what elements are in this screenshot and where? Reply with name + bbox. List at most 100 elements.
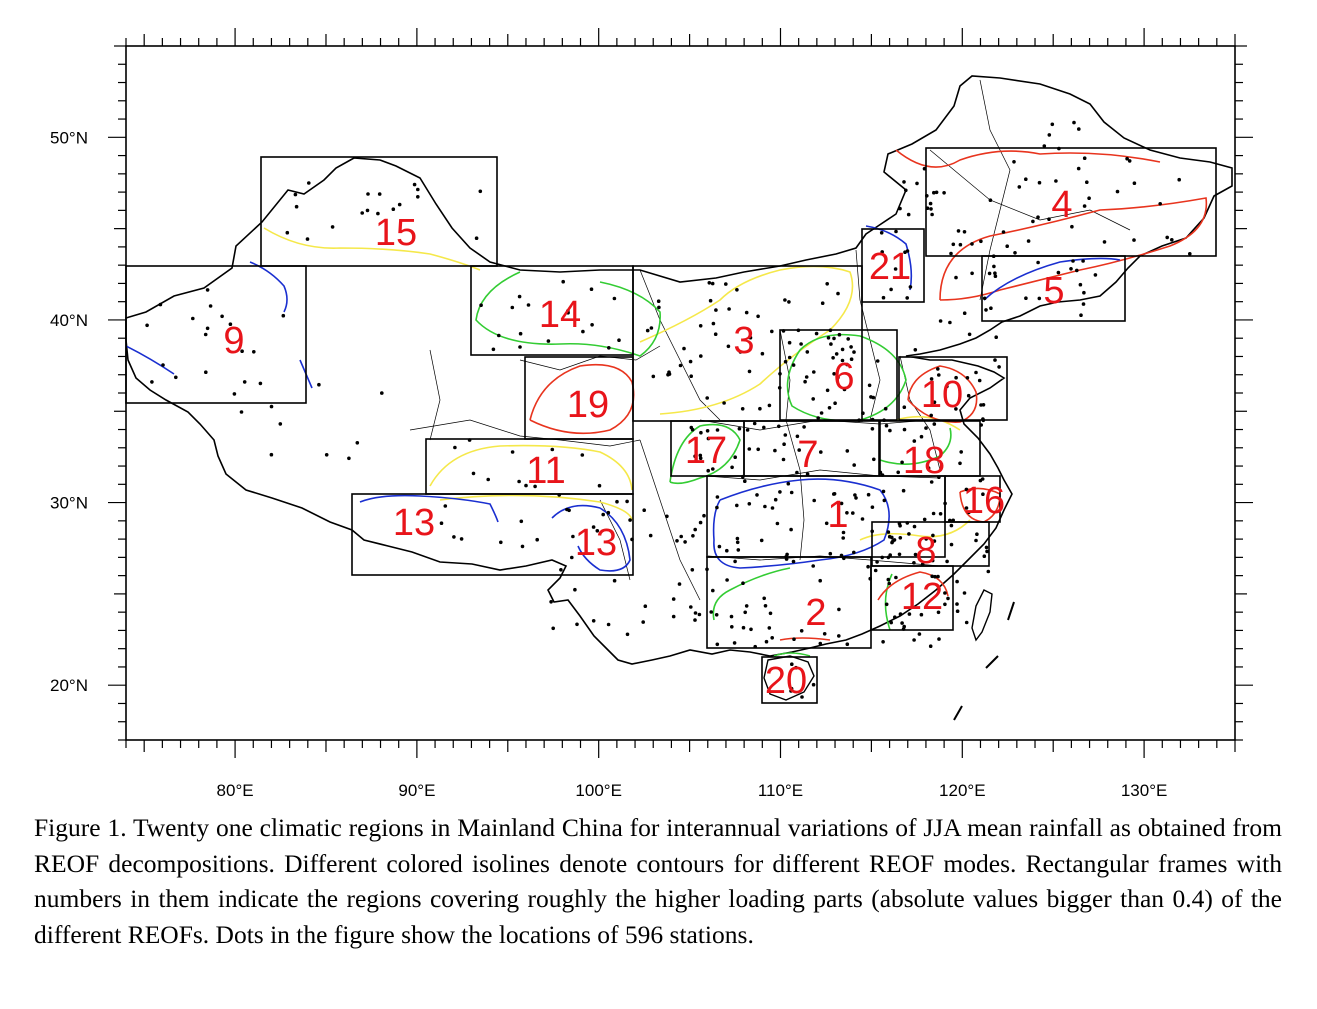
station-dot xyxy=(899,275,903,280)
station-dot xyxy=(930,558,935,563)
station-dot xyxy=(1071,259,1075,263)
station-dot xyxy=(880,473,885,477)
station-dot xyxy=(707,281,712,285)
station-dot xyxy=(997,365,1001,369)
station-dot xyxy=(846,337,850,341)
y-tick-label: 40°N xyxy=(50,311,88,330)
station-dot xyxy=(965,376,970,380)
region-number-15: 15 xyxy=(375,212,417,254)
station-dot xyxy=(711,321,716,326)
contours-red xyxy=(529,149,1208,641)
station-dot xyxy=(1170,238,1174,242)
station-dot xyxy=(898,206,902,211)
station-dot xyxy=(789,490,794,495)
station-dot xyxy=(832,492,836,496)
station-dot xyxy=(651,374,656,379)
station-dot xyxy=(453,445,457,450)
station-dot xyxy=(778,490,782,494)
region-number-13: 13 xyxy=(393,502,435,544)
station-dot xyxy=(715,428,720,432)
station-dot xyxy=(1057,146,1061,151)
station-dot xyxy=(931,511,936,516)
station-dot xyxy=(641,620,645,624)
station-dot xyxy=(964,620,969,625)
station-dot xyxy=(524,483,528,488)
station-dot xyxy=(706,468,710,473)
station-dot xyxy=(824,521,829,526)
station-dot xyxy=(837,607,841,612)
station-dot xyxy=(930,574,934,579)
station-dot xyxy=(879,231,884,235)
station-dot xyxy=(698,456,703,461)
station-dot xyxy=(981,418,986,423)
station-dot xyxy=(915,181,919,186)
station-dot xyxy=(984,545,989,550)
station-dot xyxy=(989,306,993,311)
station-dot xyxy=(970,271,974,276)
station-dot xyxy=(698,453,703,458)
station-dot xyxy=(741,625,746,630)
station-dot xyxy=(898,612,903,616)
station-dot xyxy=(724,282,728,286)
station-dot xyxy=(781,457,786,462)
station-dot xyxy=(1037,180,1042,185)
station-dot xyxy=(722,401,726,405)
station-dot xyxy=(232,392,237,396)
station-dot xyxy=(778,372,782,376)
station-dot xyxy=(812,370,816,374)
station-dot xyxy=(932,539,937,543)
station-dot xyxy=(1024,177,1028,181)
station-dot xyxy=(269,404,274,409)
station-dot xyxy=(783,359,788,364)
station-dot xyxy=(840,358,845,363)
station-dot xyxy=(954,375,958,380)
station-dot xyxy=(643,604,648,608)
station-dot xyxy=(925,194,929,198)
x-tick-label: 130°E xyxy=(1121,781,1168,800)
station-dot xyxy=(204,370,208,375)
map: 80°E 90°E 100°E 110°E 120°E 130°E 20°N 30°N 40°N… xyxy=(50,28,1253,800)
station-dot xyxy=(760,351,765,356)
station-dot xyxy=(763,604,768,608)
contours-green xyxy=(475,271,952,657)
station-dot xyxy=(978,478,983,483)
station-dot xyxy=(510,450,515,454)
station-dot xyxy=(355,441,360,445)
station-dot xyxy=(894,575,898,580)
region-number-6: 6 xyxy=(833,356,854,398)
station-dot xyxy=(803,379,807,384)
station-dot xyxy=(730,465,734,470)
station-dot xyxy=(871,395,876,400)
station-dot xyxy=(890,540,894,545)
station-dot xyxy=(665,514,669,519)
station-dot xyxy=(966,393,971,398)
station-dot xyxy=(683,540,687,544)
station-dot xyxy=(908,285,913,289)
station-dot xyxy=(777,424,781,429)
station-dot xyxy=(929,377,934,381)
station-dot xyxy=(925,206,930,210)
station-dot xyxy=(992,264,996,269)
station-dot xyxy=(1077,127,1081,131)
station-dot xyxy=(943,501,947,506)
station-dot xyxy=(499,540,503,545)
station-dot xyxy=(981,492,985,497)
station-dot xyxy=(900,460,904,465)
station-dot xyxy=(924,426,928,430)
station-dot xyxy=(904,188,908,193)
station-dot xyxy=(882,418,886,423)
station-dot xyxy=(839,501,844,506)
station-dot xyxy=(443,504,448,508)
station-dot xyxy=(732,641,737,645)
station-dot xyxy=(601,512,605,517)
station-dot xyxy=(926,466,931,470)
station-dot xyxy=(702,513,706,518)
station-dot xyxy=(931,533,935,538)
station-dot xyxy=(805,350,810,354)
station-dot xyxy=(867,383,872,388)
station-dot xyxy=(870,427,875,431)
station-dot xyxy=(967,510,971,515)
station-dot xyxy=(943,591,947,595)
station-dot xyxy=(884,423,889,428)
station-dot xyxy=(744,310,749,315)
